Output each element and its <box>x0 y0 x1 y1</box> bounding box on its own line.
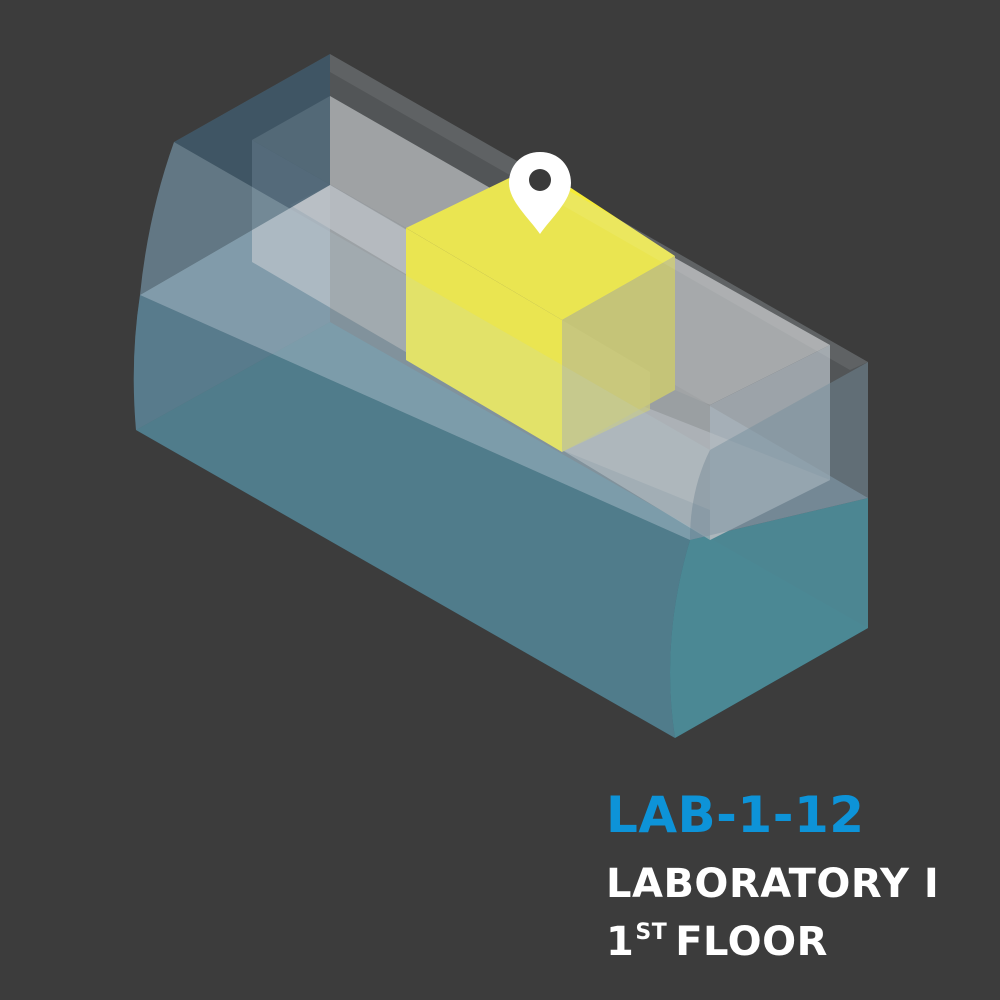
floor-ordinal-suffix: ST <box>635 920 668 945</box>
ground-level-front-wall <box>133 295 690 738</box>
floor-word: FLOOR <box>675 919 828 965</box>
room-name-label: LABORATORY I <box>606 861 940 907</box>
ground-level-right-end <box>670 498 868 738</box>
floor-number: 1 <box>606 919 635 965</box>
roof-back-edge <box>330 54 868 370</box>
ground-level-block <box>133 185 868 738</box>
upper-left-end <box>140 54 330 295</box>
location-pin-icon <box>509 152 571 234</box>
highlighted-room-top <box>406 165 675 320</box>
upper-front-wall <box>140 142 710 540</box>
room-code-label: LAB-1-12 <box>606 786 865 844</box>
highlighted-room <box>406 165 675 452</box>
roof-glass <box>174 54 868 450</box>
upper-right-end <box>690 362 868 540</box>
floor-label: 1ST FLOOR <box>606 919 828 965</box>
highlighted-room-inner-wall <box>562 320 650 452</box>
highlighted-room-front <box>406 228 562 452</box>
glass-envelope <box>140 54 868 540</box>
